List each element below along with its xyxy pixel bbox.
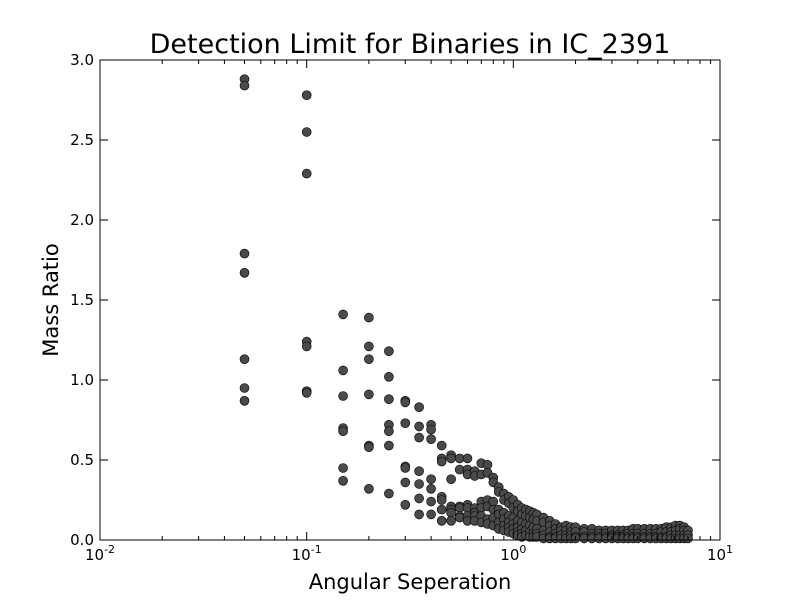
- x-tick-label: 101: [707, 543, 733, 564]
- data-point: [239, 267, 250, 278]
- data-point: [446, 507, 456, 518]
- data-point: [414, 421, 424, 432]
- data-point: [239, 248, 250, 259]
- data-point: [364, 312, 374, 323]
- data-point: [400, 477, 411, 488]
- data-point: [338, 426, 348, 437]
- data-point: [239, 383, 250, 393]
- data-point: [384, 371, 394, 382]
- data-point: [301, 168, 312, 179]
- data-point: [426, 424, 436, 435]
- data-point: [414, 402, 424, 413]
- x-tick-label: 10-2: [85, 543, 115, 564]
- y-tick-label: 2.5: [70, 131, 94, 149]
- y-tick-label: 1.0: [70, 371, 94, 389]
- y-tick-label: 0.5: [70, 451, 94, 469]
- data-point: [384, 488, 394, 499]
- y-tick-label: 1.5: [70, 291, 94, 309]
- data-point: [414, 493, 424, 504]
- data-point: [462, 453, 473, 464]
- x-tick-label: 100: [500, 543, 526, 564]
- data-point: [301, 387, 312, 398]
- y-axis-label: Mass Ratio: [39, 243, 63, 356]
- data-point: [301, 341, 312, 352]
- chart-title: Detection Limit for Binaries in IC_2391: [150, 29, 671, 60]
- data-point: [400, 397, 411, 408]
- data-point: [301, 127, 312, 137]
- data-point: [426, 509, 436, 520]
- data-point: [426, 474, 436, 485]
- data-point: [436, 440, 447, 451]
- data-point: [414, 466, 424, 477]
- data-point: [446, 515, 456, 526]
- data-point: [436, 515, 447, 526]
- data-point: [364, 354, 374, 365]
- plot-area-frame: [99, 59, 721, 541]
- x-tick-label: 10-1: [292, 543, 322, 564]
- data-point: [436, 456, 447, 467]
- data-point: [239, 354, 250, 365]
- data-point: [239, 80, 250, 91]
- data-point: [338, 309, 348, 320]
- data-point: [446, 453, 456, 464]
- axis-ticks: 10-2 10-1 100 101 0.0 0.5 1.0 1.5 2.0 2.5 3.0: [70, 51, 733, 564]
- data-point: [364, 341, 374, 352]
- data-point: [384, 394, 394, 405]
- data-point: [446, 474, 456, 485]
- data-point: [338, 475, 348, 486]
- x-axis-label: Angular Seperation: [309, 570, 512, 594]
- data-point: [414, 509, 424, 520]
- data-point: [426, 496, 436, 507]
- data-point: [400, 463, 411, 473]
- data-point: [384, 426, 394, 437]
- data-point: [338, 391, 348, 401]
- data-point: [364, 389, 374, 400]
- data-point: [364, 483, 374, 494]
- data-point: [239, 395, 250, 406]
- y-tick-label: 2.0: [70, 211, 94, 229]
- data-point: [384, 346, 394, 357]
- data-point: [436, 504, 447, 515]
- data-point: [338, 365, 348, 376]
- data-point: [436, 495, 447, 505]
- data-point: [400, 418, 411, 429]
- data-point: [364, 442, 374, 453]
- data-point: [384, 440, 394, 451]
- data-point: [426, 483, 436, 494]
- data-point: [414, 479, 424, 489]
- data-points: [239, 74, 693, 544]
- data-point: [301, 90, 312, 100]
- data-point: [482, 459, 493, 470]
- y-tick-label: 0.0: [70, 531, 94, 549]
- data-point: [426, 434, 436, 445]
- data-point: [414, 432, 424, 443]
- data-point: [400, 499, 411, 510]
- data-point: [338, 463, 348, 473]
- data-point: [488, 496, 499, 507]
- y-tick-label: 3.0: [70, 51, 94, 69]
